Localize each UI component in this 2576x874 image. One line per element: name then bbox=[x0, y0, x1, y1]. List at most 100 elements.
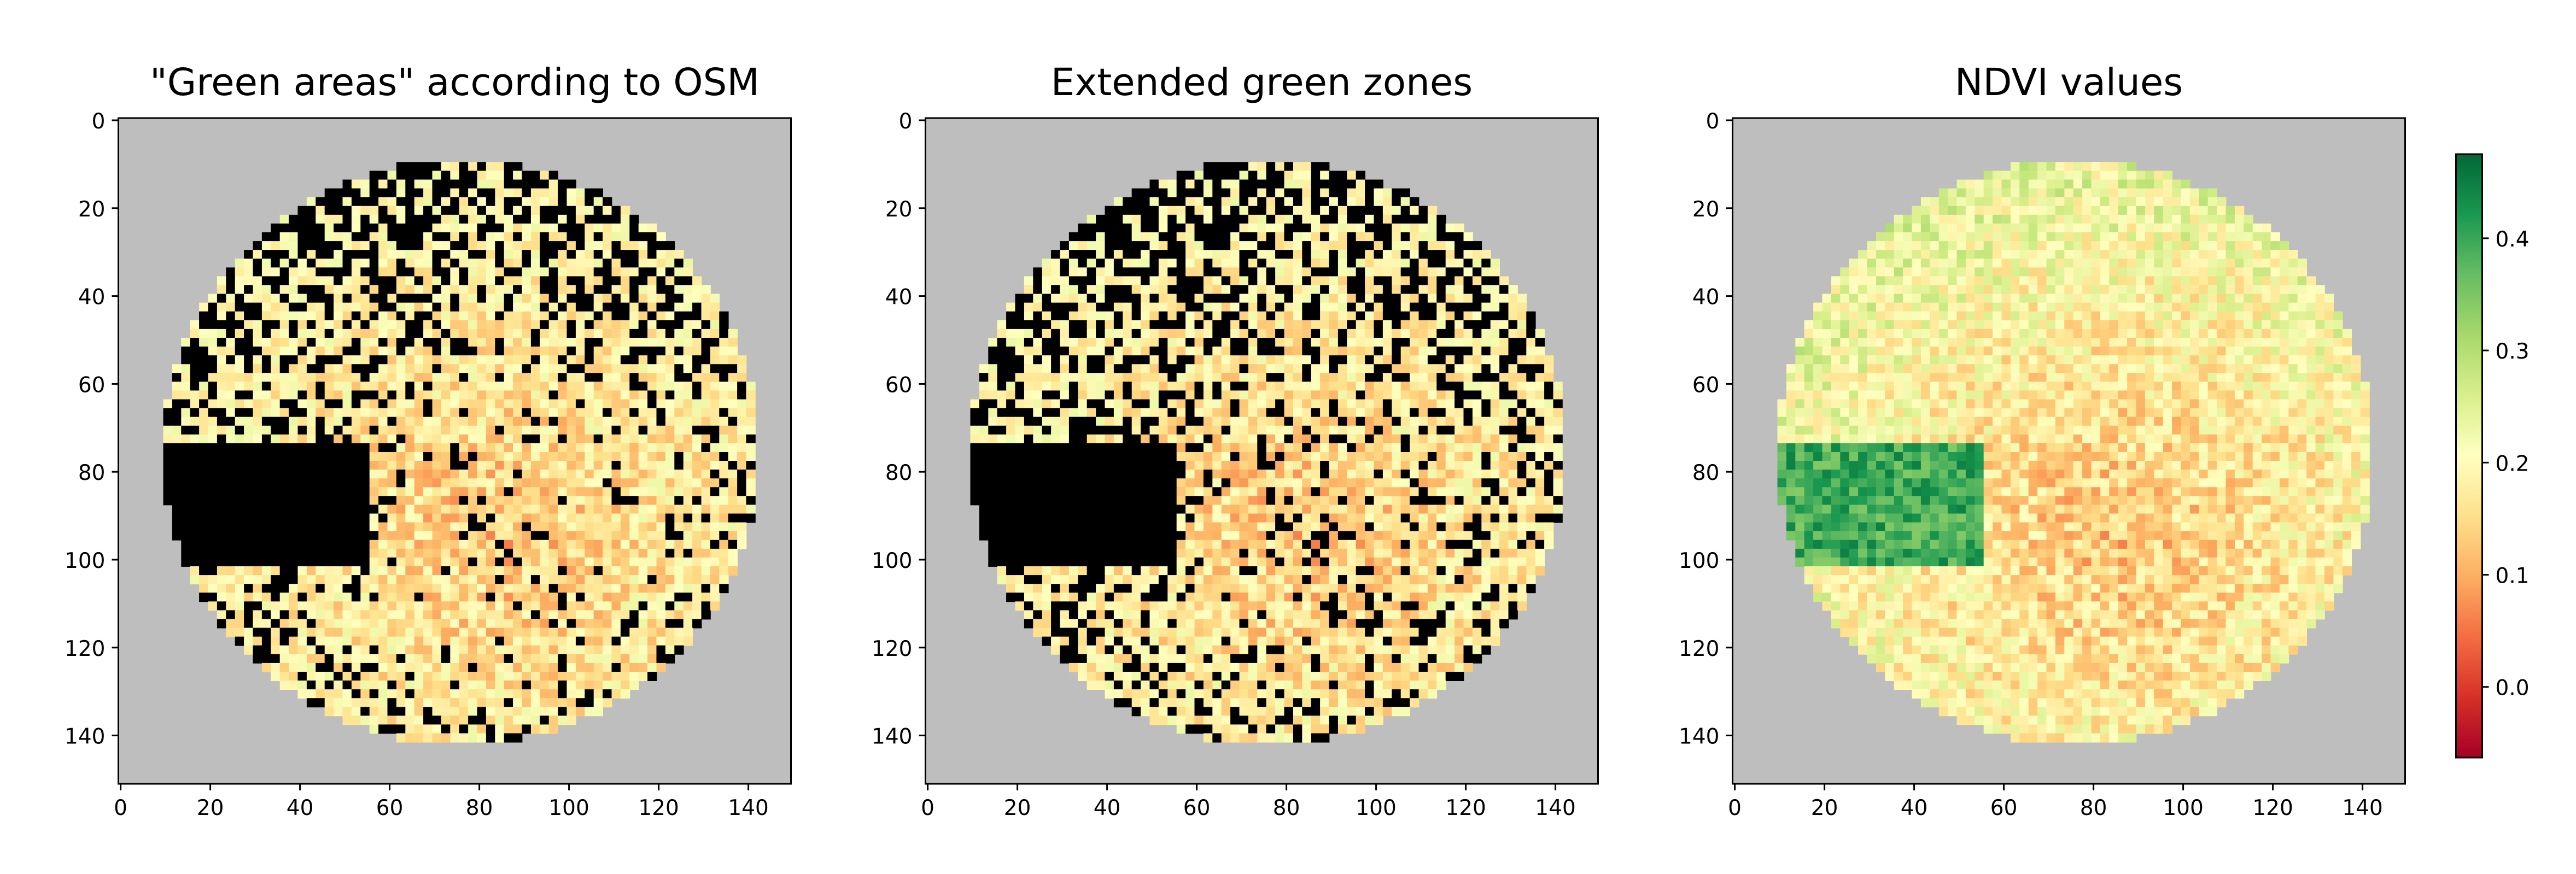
image-pixel bbox=[1374, 355, 1383, 365]
image-pixel bbox=[360, 355, 370, 365]
image-pixel bbox=[387, 320, 397, 330]
image-pixel bbox=[306, 311, 317, 321]
image-pixel bbox=[450, 382, 460, 391]
image-pixel bbox=[522, 179, 531, 189]
image-pixel bbox=[396, 382, 406, 391]
image-pixel bbox=[1230, 329, 1240, 338]
image-pixel bbox=[306, 698, 317, 708]
image-pixel bbox=[486, 443, 496, 453]
image-pixel bbox=[351, 390, 361, 400]
image-pixel bbox=[297, 531, 307, 541]
image-pixel bbox=[378, 522, 388, 532]
image-pixel bbox=[1365, 347, 1375, 356]
image-pixel bbox=[548, 566, 558, 576]
image-pixel bbox=[369, 390, 379, 400]
image-pixel bbox=[566, 566, 576, 576]
image-pixel bbox=[217, 399, 227, 409]
image-pixel bbox=[423, 223, 433, 233]
image-pixel bbox=[316, 302, 325, 312]
image-pixel bbox=[1266, 267, 1276, 277]
image-pixel bbox=[1141, 285, 1150, 295]
image-pixel bbox=[432, 214, 442, 224]
image-pixel bbox=[360, 267, 370, 277]
image-pixel bbox=[441, 223, 451, 233]
image-pixel bbox=[1141, 390, 1150, 400]
image-pixel bbox=[611, 487, 621, 497]
image-pixel bbox=[369, 399, 379, 409]
image-pixel bbox=[289, 610, 299, 620]
image-pixel bbox=[603, 654, 612, 664]
image-pixel bbox=[504, 584, 513, 594]
image-pixel bbox=[522, 337, 531, 347]
image-pixel bbox=[351, 584, 361, 594]
image-pixel bbox=[603, 496, 612, 506]
image-pixel bbox=[271, 373, 281, 383]
image-pixel bbox=[279, 294, 289, 303]
image-pixel bbox=[190, 373, 200, 383]
image-pixel bbox=[423, 645, 433, 655]
image-pixel bbox=[1167, 250, 1177, 260]
image-pixel bbox=[468, 302, 478, 312]
image-pixel bbox=[656, 575, 666, 585]
image-pixel bbox=[1006, 417, 1016, 426]
image-pixel bbox=[1455, 337, 1464, 347]
image-pixel bbox=[468, 505, 478, 514]
image-pixel bbox=[997, 364, 1007, 374]
image-pixel bbox=[351, 188, 361, 198]
image-pixel bbox=[656, 347, 666, 356]
image-pixel bbox=[1167, 259, 1177, 268]
image-pixel bbox=[459, 179, 469, 189]
image-pixel bbox=[414, 627, 424, 637]
image-pixel bbox=[1293, 399, 1303, 409]
image-pixel bbox=[387, 593, 397, 602]
image-pixel bbox=[208, 329, 218, 338]
image-pixel bbox=[486, 364, 496, 374]
image-pixel bbox=[566, 443, 576, 453]
image-pixel bbox=[1221, 241, 1231, 251]
image-pixel bbox=[647, 276, 657, 286]
image-pixel bbox=[548, 619, 558, 629]
image-pixel bbox=[647, 408, 657, 418]
image-pixel bbox=[369, 593, 379, 602]
image-pixel bbox=[1410, 347, 1420, 356]
image-pixel bbox=[530, 320, 541, 330]
image-pixel bbox=[540, 241, 550, 251]
image-pixel bbox=[459, 610, 469, 620]
image-pixel bbox=[1365, 197, 1375, 207]
image-pixel bbox=[1060, 241, 1070, 251]
image-pixel bbox=[638, 662, 648, 672]
image-pixel bbox=[468, 671, 478, 681]
image-pixel bbox=[414, 662, 424, 672]
image-pixel bbox=[226, 320, 236, 330]
y-tick-label: 20 bbox=[78, 197, 106, 222]
image-pixel bbox=[432, 539, 442, 549]
image-pixel bbox=[477, 347, 487, 356]
image-pixel bbox=[665, 425, 675, 435]
image-pixel bbox=[1239, 373, 1249, 383]
image-pixel bbox=[405, 197, 415, 207]
image-pixel bbox=[1105, 364, 1114, 374]
image-pixel bbox=[656, 461, 666, 471]
image-pixel bbox=[477, 566, 487, 576]
image-pixel bbox=[1051, 417, 1061, 426]
image-pixel bbox=[683, 285, 693, 295]
image-pixel bbox=[334, 329, 343, 338]
image-pixel bbox=[1212, 232, 1222, 242]
image-pixel bbox=[593, 399, 603, 409]
image-pixel bbox=[495, 654, 505, 664]
image-pixel bbox=[190, 390, 200, 400]
image-pixel bbox=[253, 241, 262, 251]
image-pixel bbox=[638, 285, 648, 295]
image-pixel bbox=[701, 575, 711, 585]
image-pixel bbox=[638, 373, 648, 383]
image-pixel bbox=[665, 539, 675, 549]
image-pixel bbox=[1481, 364, 1491, 374]
image-pixel bbox=[1113, 294, 1124, 303]
image-pixel bbox=[970, 399, 980, 409]
image-pixel bbox=[1266, 206, 1276, 215]
image-pixel bbox=[611, 241, 621, 251]
image-pixel bbox=[279, 662, 289, 672]
image-pixel bbox=[1347, 302, 1357, 312]
image-pixel bbox=[360, 390, 370, 400]
image-pixel bbox=[746, 443, 756, 453]
